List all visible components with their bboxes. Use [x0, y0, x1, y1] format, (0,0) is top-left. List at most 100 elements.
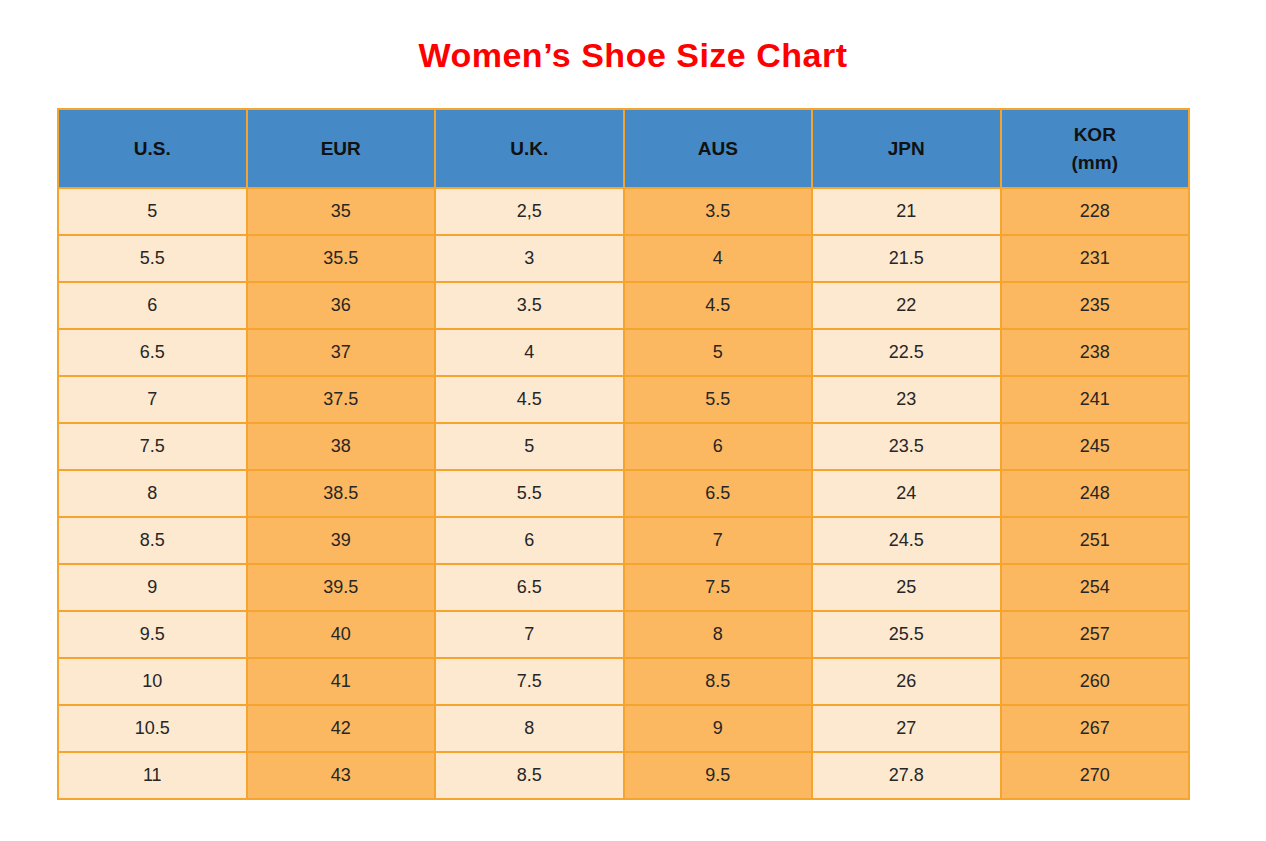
table-cell: 7	[624, 517, 813, 564]
table-row: 838.55.56.524248	[58, 470, 1189, 517]
table-cell: 5	[624, 329, 813, 376]
table-cell: 6.5	[624, 470, 813, 517]
table-cell: 6	[624, 423, 813, 470]
table-cell: 23.5	[812, 423, 1001, 470]
table-cell: 23	[812, 376, 1001, 423]
table-cell: 267	[1001, 705, 1190, 752]
table-cell: 4.5	[624, 282, 813, 329]
table-cell: 5	[58, 188, 247, 235]
table-row: 8.5396724.5251	[58, 517, 1189, 564]
table-cell: 5.5	[624, 376, 813, 423]
table-cell: 22.5	[812, 329, 1001, 376]
header-line: U.K.	[436, 135, 623, 163]
table-row: 5352,53.521228	[58, 188, 1189, 235]
table-cell: 248	[1001, 470, 1190, 517]
table-cell: 7.5	[624, 564, 813, 611]
table-cell: 38.5	[247, 470, 436, 517]
table-cell: 42	[247, 705, 436, 752]
table-cell: 3	[435, 235, 624, 282]
table-cell: 9	[58, 564, 247, 611]
table-cell: 40	[247, 611, 436, 658]
table-cell: 26	[812, 658, 1001, 705]
table-cell: 21.5	[812, 235, 1001, 282]
table-cell: 8	[58, 470, 247, 517]
header-cell-jpn: JPN	[812, 109, 1001, 188]
table-cell: 39.5	[247, 564, 436, 611]
header-line: U.S.	[59, 135, 246, 163]
shoe-size-table: U.S.EURU.K.AUSJPNKOR(mm) 5352,53.5212285…	[57, 108, 1190, 800]
header-cell-u-s: U.S.	[58, 109, 247, 188]
table-cell: 6	[58, 282, 247, 329]
header-line: KOR	[1002, 121, 1189, 149]
table-cell: 7.5	[435, 658, 624, 705]
page: Women’s Shoe Size Chart U.S.EURU.K.AUSJP…	[0, 0, 1266, 841]
table-cell: 260	[1001, 658, 1190, 705]
table-cell: 8.5	[624, 658, 813, 705]
header-cell-aus: AUS	[624, 109, 813, 188]
table-cell: 7	[435, 611, 624, 658]
table-cell: 11	[58, 752, 247, 799]
table-cell: 37.5	[247, 376, 436, 423]
table-cell: 254	[1001, 564, 1190, 611]
table-cell: 7.5	[58, 423, 247, 470]
table-row: 6363.54.522235	[58, 282, 1189, 329]
header-line: AUS	[625, 135, 812, 163]
table-cell: 41	[247, 658, 436, 705]
table-cell: 241	[1001, 376, 1190, 423]
table-cell: 38	[247, 423, 436, 470]
table-cell: 8.5	[435, 752, 624, 799]
table-row: 5.535.53421.5231	[58, 235, 1189, 282]
table-cell: 24	[812, 470, 1001, 517]
table-cell: 25.5	[812, 611, 1001, 658]
table-body: 5352,53.5212285.535.53421.52316363.54.52…	[58, 188, 1189, 799]
table-cell: 6.5	[58, 329, 247, 376]
table-cell: 7	[58, 376, 247, 423]
table-row: 9.5407825.5257	[58, 611, 1189, 658]
header-line: JPN	[813, 135, 1000, 163]
table-row: 10417.58.526260	[58, 658, 1189, 705]
table-cell: 257	[1001, 611, 1190, 658]
table-cell: 4	[435, 329, 624, 376]
table-cell: 270	[1001, 752, 1190, 799]
table-cell: 36	[247, 282, 436, 329]
table-cell: 25	[812, 564, 1001, 611]
header-cell-u-k: U.K.	[435, 109, 624, 188]
table-cell: 3.5	[435, 282, 624, 329]
table-cell: 9	[624, 705, 813, 752]
header-line: EUR	[248, 135, 435, 163]
table-cell: 6.5	[435, 564, 624, 611]
table-cell: 35.5	[247, 235, 436, 282]
table-cell: 238	[1001, 329, 1190, 376]
table-cell: 8.5	[58, 517, 247, 564]
table-cell: 43	[247, 752, 436, 799]
table-cell: 5.5	[58, 235, 247, 282]
table-cell: 6	[435, 517, 624, 564]
table-cell: 245	[1001, 423, 1190, 470]
table-row: 6.5374522.5238	[58, 329, 1189, 376]
table-cell: 27.8	[812, 752, 1001, 799]
table-cell: 4.5	[435, 376, 624, 423]
table-cell: 9.5	[58, 611, 247, 658]
table-cell: 10.5	[58, 705, 247, 752]
table-cell: 37	[247, 329, 436, 376]
header-cell-kor-mm: KOR(mm)	[1001, 109, 1190, 188]
table-cell: 3.5	[624, 188, 813, 235]
table-cell: 21	[812, 188, 1001, 235]
header-cell-eur: EUR	[247, 109, 436, 188]
table-header: U.S.EURU.K.AUSJPNKOR(mm)	[58, 109, 1189, 188]
table-row: 7.5385623.5245	[58, 423, 1189, 470]
table-cell: 8	[624, 611, 813, 658]
table-cell: 235	[1001, 282, 1190, 329]
table-cell: 24.5	[812, 517, 1001, 564]
table-cell: 4	[624, 235, 813, 282]
table-cell: 8	[435, 705, 624, 752]
table-row: 10.5428927267	[58, 705, 1189, 752]
table-cell: 35	[247, 188, 436, 235]
table-cell: 228	[1001, 188, 1190, 235]
table-header-row: U.S.EURU.K.AUSJPNKOR(mm)	[58, 109, 1189, 188]
table-row: 737.54.55.523241	[58, 376, 1189, 423]
table-cell: 251	[1001, 517, 1190, 564]
table-cell: 22	[812, 282, 1001, 329]
table-cell: 9.5	[624, 752, 813, 799]
table-cell: 231	[1001, 235, 1190, 282]
